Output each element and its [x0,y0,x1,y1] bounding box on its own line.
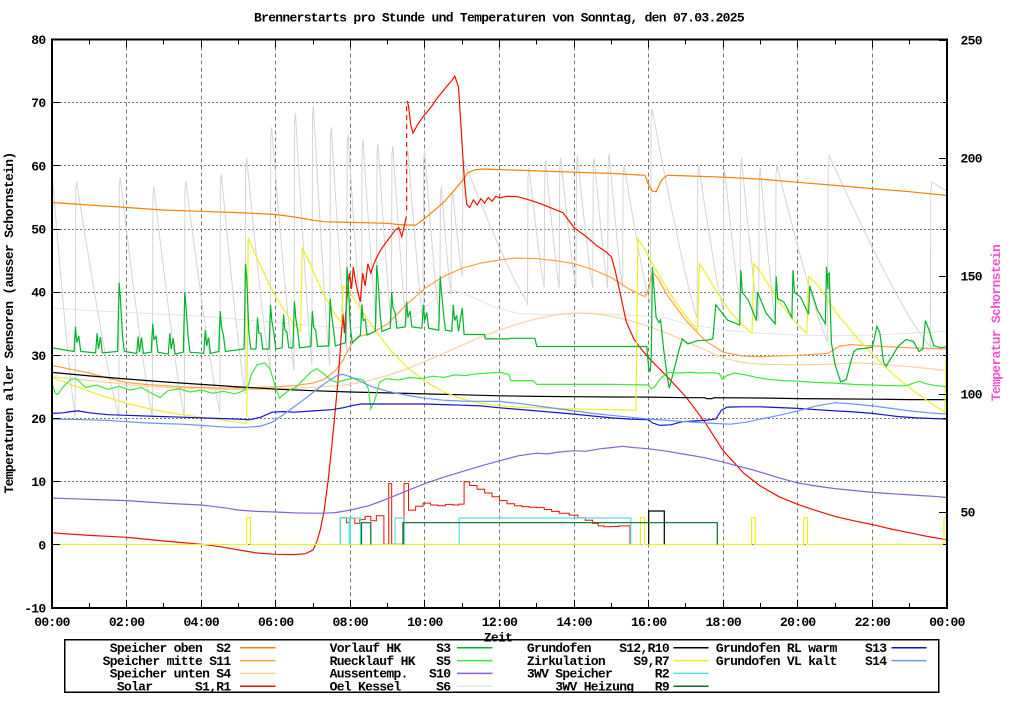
svg-text:Speicher mitte S11: Speicher mitte S11 [103,654,232,669]
svg-text:20: 20 [31,412,46,427]
svg-text:0: 0 [38,538,46,553]
svg-text:Speicher unten S4: Speicher unten S4 [110,667,232,682]
svg-text:30: 30 [31,349,46,364]
svg-text:Oel Kessel S6: Oel Kessel S6 [330,679,452,694]
svg-text:40: 40 [31,286,46,301]
svg-text:250: 250 [961,34,983,49]
svg-text:Zirkulation S9,R7: Zirkulation S9,R7 [527,654,669,669]
svg-text:50: 50 [31,223,46,238]
svg-text:Zeit: Zeit [484,631,512,646]
svg-text:20:00: 20:00 [780,615,816,630]
svg-text:14:00: 14:00 [556,615,592,630]
svg-text:Grundofen S12,R10: Grundofen S12,R10 [527,641,670,656]
svg-text:Vorlauf HK S3: Vorlauf HK S3 [330,641,452,656]
svg-text:Brennerstarts pro Stunde und T: Brennerstarts pro Stunde und Temperature… [254,11,745,26]
svg-text:Aussentemp. S10: Aussentemp. S10 [330,667,452,682]
svg-text:16:00: 16:00 [631,615,667,630]
svg-text:02:00: 02:00 [109,615,145,630]
svg-text:Temperaturen aller Sensoren (a: Temperaturen aller Sensoren (ausser Scho… [2,153,17,494]
svg-text:Grundofen VL kalt S14: Grundofen VL kalt S14 [716,654,887,669]
svg-text:06:00: 06:00 [258,615,294,630]
svg-text:10:00: 10:00 [407,615,443,630]
svg-text:70: 70 [31,96,46,111]
svg-text:00:00: 00:00 [34,615,70,630]
svg-text:150: 150 [961,270,983,285]
svg-text:80: 80 [31,33,46,48]
svg-text:60: 60 [31,159,46,174]
svg-text:Solar S1,R1: Solar S1,R1 [117,679,232,694]
svg-text:Temperatur Schornstein: Temperatur Schornstein [989,244,1004,401]
svg-text:08:00: 08:00 [333,615,369,630]
svg-text:22:00: 22:00 [855,615,891,630]
svg-text:50: 50 [961,506,976,521]
svg-text:3WV Heizung R9: 3WV Heizung R9 [527,679,670,694]
svg-text:Ruecklauf HK S5: Ruecklauf HK S5 [330,654,452,669]
svg-text:00:00: 00:00 [929,615,965,630]
svg-text:10: 10 [31,475,46,490]
svg-text:Speicher oben S2: Speicher oben S2 [110,641,232,656]
svg-text:12:00: 12:00 [482,615,518,630]
svg-text:-10: -10 [24,602,46,617]
svg-text:04:00: 04:00 [183,615,219,630]
svg-text:18:00: 18:00 [705,615,741,630]
svg-text:200: 200 [961,152,983,167]
svg-text:100: 100 [961,388,983,403]
svg-text:Grundofen RL warm S13: Grundofen RL warm S13 [716,641,887,656]
svg-text:3WV Speicher R2: 3WV Speicher R2 [527,667,670,682]
